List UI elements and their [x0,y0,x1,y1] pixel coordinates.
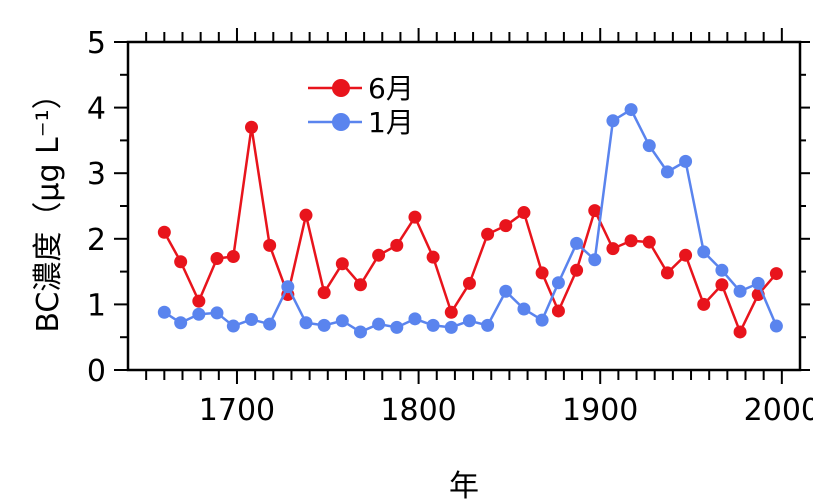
data-point [733,284,747,298]
data-point [210,306,224,320]
x-axis-title: 年 [449,469,479,500]
data-point [353,278,367,292]
data-point [372,317,386,331]
data-point [733,325,747,339]
y-tick-label: 1 [87,288,106,323]
data-point [281,280,295,294]
legend-label: 1月 [368,106,414,139]
x-tick-label: 1700 [199,393,275,428]
data-point [588,204,602,218]
data-point [769,319,783,333]
legend-swatch-marker [332,79,350,97]
y-tick-label: 2 [87,223,106,258]
tick-labels: 1700 1800 1900 2000 0 1 2 3 4 5 [87,26,813,428]
legend-label: 6月 [368,72,414,105]
data-point [517,302,531,316]
x-tick-label: 2000 [744,393,813,428]
data-point [372,248,386,262]
data-point [317,286,331,300]
y-tick-label: 4 [87,92,106,127]
data-point [174,316,188,330]
data-point [551,276,565,290]
data-point [426,318,440,332]
data-point [588,253,602,267]
data-point [444,305,458,319]
data-point [408,210,422,224]
data-point [481,318,495,332]
data-point [499,219,513,233]
axis-ticks [114,28,810,384]
data-point [444,320,458,334]
data-point [551,304,565,318]
data-point [535,313,549,327]
series-line [163,108,778,334]
data-point [263,317,277,331]
data-point [426,250,440,264]
data-point [679,154,693,168]
data-point [751,276,765,290]
data-point [697,297,711,311]
data-point [462,276,476,290]
data-point [335,314,349,328]
series-1 [157,120,783,339]
series-2 [157,103,783,339]
data-point [157,305,171,319]
data-point [299,316,313,330]
data-point [408,312,422,326]
legend-item: 1月 [308,106,414,139]
data-point [570,236,584,250]
data-point [624,234,638,248]
data-point [769,267,783,281]
legend-item: 6月 [308,72,414,105]
data-point [535,266,549,280]
data-point [317,318,331,332]
y-axis-title: BC濃度（μg L⁻¹） [31,79,66,332]
data-point [390,238,404,252]
data-point [624,103,638,117]
data-point [174,255,188,269]
data-point [390,320,404,334]
data-point [642,235,656,249]
data-point [642,139,656,153]
data-point [697,245,711,259]
data-point [517,206,531,220]
data-point [245,120,259,134]
data-point [157,225,171,239]
data-point [245,312,259,326]
data-point [353,325,367,339]
data-point [499,284,513,298]
legend-swatch-marker [332,113,350,131]
data-point [715,278,729,292]
data-point [481,227,495,241]
y-tick-label: 0 [87,354,106,389]
data-point [226,319,240,333]
data-point [226,250,240,264]
data-point [192,294,206,308]
x-tick-label: 1800 [380,393,456,428]
data-point [715,263,729,277]
data-point [679,248,693,262]
x-tick-label: 1900 [562,393,638,428]
data-point [192,307,206,321]
data-point [462,314,476,328]
y-tick-label: 3 [87,157,106,192]
series-layer [157,103,783,339]
data-point [660,165,674,179]
data-point [210,251,224,265]
data-point [660,266,674,280]
data-point [299,208,313,222]
y-tick-label: 5 [87,26,106,61]
data-point [606,242,620,256]
data-point [570,263,584,277]
data-point [335,257,349,271]
data-point [263,238,277,252]
data-point [606,114,620,128]
